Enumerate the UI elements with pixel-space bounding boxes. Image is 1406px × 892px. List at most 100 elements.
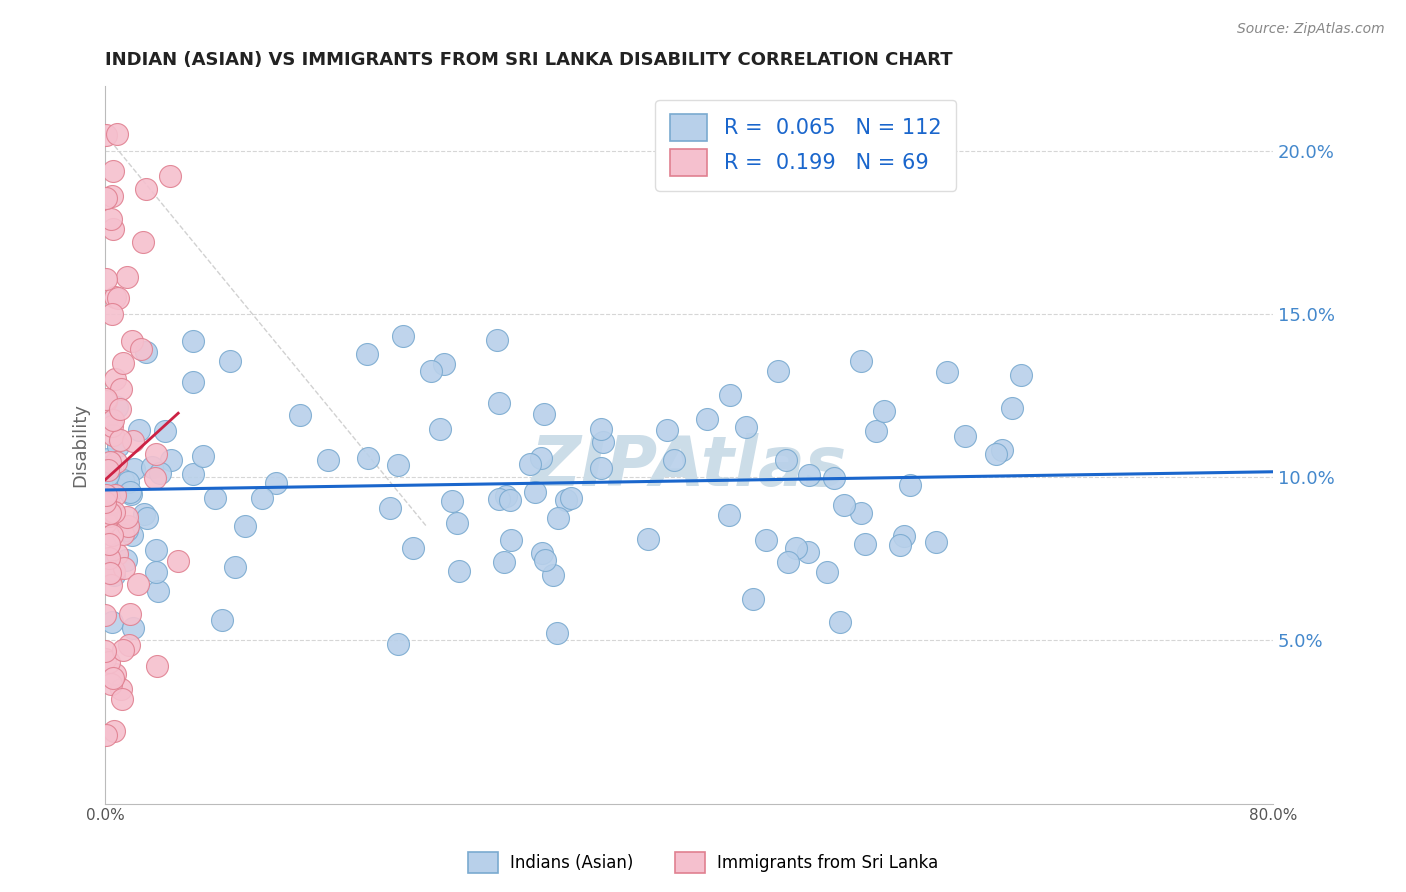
Point xyxy=(211,613,233,627)
Point xyxy=(776,555,799,569)
Point xyxy=(111,356,134,370)
Point xyxy=(433,357,456,371)
Point xyxy=(105,401,128,415)
Point xyxy=(145,447,167,461)
Point xyxy=(832,499,855,513)
Point xyxy=(742,591,765,606)
Point xyxy=(100,307,122,321)
Point xyxy=(128,423,150,437)
Point xyxy=(120,484,142,499)
Point xyxy=(488,395,510,409)
Point xyxy=(492,554,515,568)
Point xyxy=(135,181,157,195)
Point xyxy=(107,439,129,453)
Point xyxy=(98,508,121,523)
Point xyxy=(441,493,464,508)
Text: Source: ZipAtlas.com: Source: ZipAtlas.com xyxy=(1237,22,1385,37)
Point xyxy=(98,454,121,468)
Point xyxy=(149,466,172,480)
Point xyxy=(889,538,911,552)
Point xyxy=(118,638,141,652)
Point xyxy=(94,607,117,622)
Point xyxy=(316,453,339,467)
Point xyxy=(98,537,121,551)
Point xyxy=(96,411,118,425)
Point xyxy=(555,492,578,507)
Point xyxy=(893,529,915,543)
Point xyxy=(181,375,204,389)
Point xyxy=(115,523,138,537)
Point xyxy=(94,128,117,142)
Point xyxy=(101,428,124,442)
Point xyxy=(898,477,921,491)
Point xyxy=(117,519,139,533)
Point xyxy=(815,565,838,579)
Point xyxy=(111,473,134,487)
Point xyxy=(94,728,117,742)
Point xyxy=(657,423,679,437)
Point xyxy=(104,666,127,681)
Point xyxy=(98,550,121,565)
Point xyxy=(953,428,976,442)
Point xyxy=(495,490,517,504)
Point xyxy=(104,372,127,386)
Point xyxy=(145,566,167,580)
Point xyxy=(121,528,143,542)
Point xyxy=(991,442,1014,457)
Point xyxy=(103,568,125,582)
Point xyxy=(94,191,117,205)
Point xyxy=(153,425,176,439)
Point xyxy=(115,553,138,567)
Point xyxy=(145,542,167,557)
Point xyxy=(543,567,565,582)
Point xyxy=(97,463,120,477)
Point xyxy=(849,354,872,368)
Point xyxy=(1001,401,1024,416)
Point xyxy=(664,453,686,467)
Point xyxy=(986,447,1008,461)
Point xyxy=(94,644,117,658)
Point xyxy=(865,425,887,439)
Point xyxy=(122,462,145,476)
Point xyxy=(181,467,204,482)
Point xyxy=(97,460,120,475)
Point xyxy=(94,515,117,529)
Point xyxy=(523,485,546,500)
Point xyxy=(266,475,288,490)
Point xyxy=(145,659,167,673)
Point xyxy=(97,451,120,466)
Text: INDIAN (ASIAN) VS IMMIGRANTS FROM SRI LANKA DISABILITY CORRELATION CHART: INDIAN (ASIAN) VS IMMIGRANTS FROM SRI LA… xyxy=(105,51,953,69)
Point xyxy=(718,387,741,401)
Point xyxy=(111,643,134,657)
Point xyxy=(447,564,470,578)
Point xyxy=(734,420,756,434)
Point xyxy=(135,345,157,359)
Legend: Indians (Asian), Immigrants from Sri Lanka: Indians (Asian), Immigrants from Sri Lan… xyxy=(461,846,945,880)
Point xyxy=(380,500,402,515)
Point xyxy=(160,453,183,467)
Point xyxy=(111,527,134,541)
Point xyxy=(143,470,166,484)
Point xyxy=(499,533,522,547)
Point xyxy=(356,346,378,360)
Point xyxy=(560,491,582,505)
Point xyxy=(288,408,311,422)
Point xyxy=(936,365,959,379)
Point xyxy=(100,211,122,226)
Point xyxy=(117,475,139,489)
Point xyxy=(98,566,121,580)
Point xyxy=(120,486,142,500)
Point xyxy=(204,491,226,505)
Point xyxy=(110,382,132,396)
Point xyxy=(100,677,122,691)
Point xyxy=(105,547,128,561)
Point xyxy=(101,222,124,236)
Point xyxy=(592,435,614,450)
Point xyxy=(519,457,541,471)
Point xyxy=(925,535,948,549)
Point xyxy=(531,546,554,560)
Point xyxy=(110,681,132,696)
Point xyxy=(387,458,409,472)
Point xyxy=(533,407,555,421)
Point xyxy=(853,537,876,551)
